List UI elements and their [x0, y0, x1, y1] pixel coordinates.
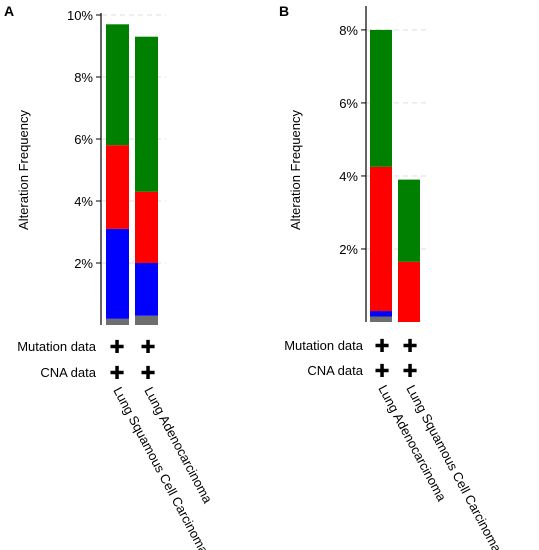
panel-b-tick-label: 2% [339, 242, 358, 257]
panel-a-tick-label: 8% [74, 70, 93, 85]
panel-a-bar-2-gray-segment [135, 315, 158, 325]
panel-a-bar-1-green-segment [106, 24, 129, 146]
panel-a-bar-2-green-segment [135, 36, 158, 192]
panel-a-tick-label: 6% [74, 132, 93, 147]
panel-b-letter: B [279, 3, 289, 19]
panel-a-letter: A [4, 3, 14, 19]
panel-a-bar-2-blue-segment [135, 263, 158, 316]
panel-b-mutation-plus-icon: ✚ [374, 336, 389, 357]
panel-b-mutation-plus-icon: ✚ [402, 336, 417, 357]
panel-b-bar-2-red-segment [398, 261, 420, 322]
panel-a-bar-2-red-segment [135, 191, 158, 263]
panel-b-cna-plus-icon: ✚ [402, 361, 417, 382]
panel-a-tick-label: 2% [74, 256, 93, 271]
panel-a-mutation-plus-icon: ✚ [109, 337, 124, 358]
panel-b-mutation-data-label: Mutation data [284, 338, 364, 353]
panel-b-tick-label: 4% [339, 169, 358, 184]
panel-a-y-axis-title: Alteration Frequency [16, 110, 31, 230]
panel-b-cna-data-label: CNA data [307, 363, 363, 378]
panel-b-cna-plus-icon: ✚ [374, 361, 389, 382]
panel-b-bar-1-gray-segment [370, 316, 392, 322]
panel-b-y-axis-title: Alteration Frequency [288, 110, 303, 230]
panel-b-tick-label: 8% [339, 23, 358, 38]
panel-a-mutation-plus-icon: ✚ [140, 337, 155, 358]
panel-b-bar-1-red-segment [370, 166, 392, 312]
panel-b-bar-2-green-segment [398, 179, 420, 262]
panel-a-bar-1-gray-segment [106, 318, 129, 325]
panel-a-tick-label: 10% [67, 8, 93, 23]
panel-b-bar-1-blue-segment [370, 311, 392, 317]
panel-a-tick-label: 4% [74, 194, 93, 209]
panel-b-bar-1-green-segment [370, 29, 392, 167]
panel-a-cna-plus-icon: ✚ [109, 363, 124, 384]
panel-a-mutation-data-label: Mutation data [17, 339, 97, 354]
panel-a-cna-plus-icon: ✚ [140, 363, 155, 384]
panel-a-cna-data-label: CNA data [40, 365, 96, 380]
panel-a-bar-1-red-segment [106, 145, 129, 229]
panel-a-bar-1-blue-segment [106, 228, 129, 319]
panel-b-tick-label: 6% [339, 96, 358, 111]
